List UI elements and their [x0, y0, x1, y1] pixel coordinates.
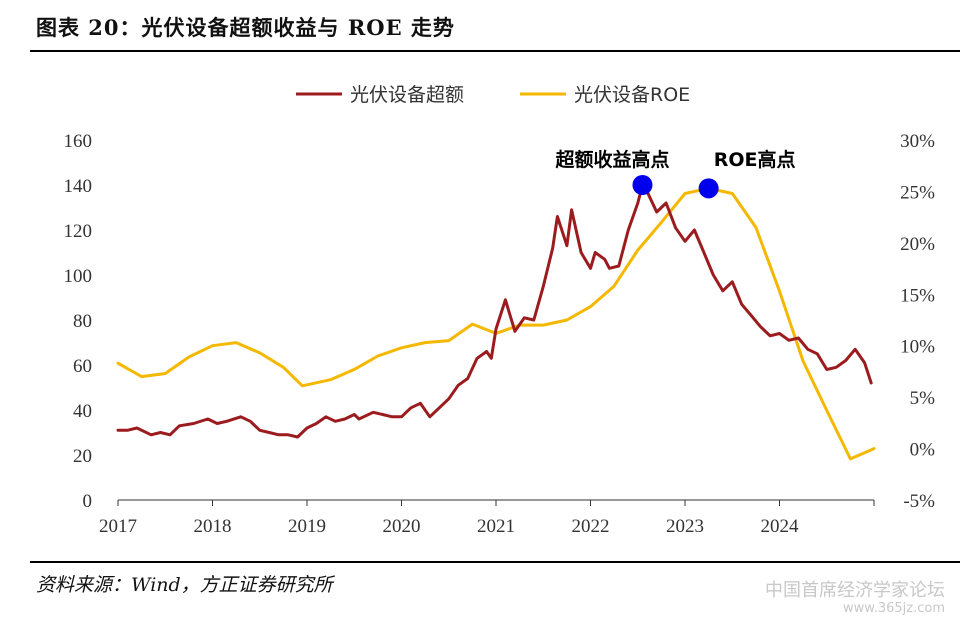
title-divider	[30, 50, 960, 52]
legend-label-roe: 光伏设备ROE	[574, 84, 690, 106]
roe-peak-label: ROE高点	[714, 148, 796, 171]
x-axis-ticks: 2017 2018 2019 2020 2021 2022 2023 2024	[99, 500, 875, 537]
series-layer	[116, 183, 876, 461]
left-y-tick-label: 120	[64, 221, 93, 242]
x-tick-label: 2018	[194, 516, 232, 537]
right-y-tick-label: 20%	[900, 234, 935, 255]
x-tick-label: 2017	[99, 516, 137, 537]
source-note: 资料来源：Wind，方正证券研究所	[36, 574, 333, 596]
right-y-tick-label: -5%	[903, 491, 935, 512]
excess-return-peak-label: 超额收益高点	[554, 148, 669, 171]
right-y-tick-label: 15%	[900, 285, 935, 306]
left-y-tick-label: 40	[73, 401, 92, 422]
left-y-tick-label: 100	[64, 266, 93, 287]
left-y-tick-label: 20	[73, 446, 92, 467]
legend-label-excess-return: 光伏设备超额	[350, 84, 464, 106]
roe-peak-marker	[698, 178, 719, 199]
left-y-tick-label: 60	[73, 356, 92, 377]
x-tick-label: 2020	[383, 516, 421, 537]
right-y-tick-label: 30%	[900, 131, 935, 152]
annotation-layer: 超额收益高点 ROE高点	[554, 148, 796, 199]
chart-legend: 光伏设备超额 光伏设备ROE	[296, 84, 690, 106]
watermark-text: 中国首席经济学家论坛	[765, 580, 945, 601]
left-y-tick-label: 80	[73, 311, 92, 332]
series-line-excess-return	[116, 183, 873, 439]
x-tick-label: 2021	[477, 516, 515, 537]
x-tick-label: 2023	[666, 516, 704, 537]
x-tick-label: 2019	[288, 516, 326, 537]
watermark: 中国首席经济学家论坛 www.365jz.com	[765, 582, 945, 618]
right-y-tick-label: 25%	[900, 182, 935, 203]
left-y-axis-ticks: 0 20 40 60 80 100 120 140 160	[64, 131, 93, 512]
excess-return-peak-marker	[632, 175, 653, 195]
x-tick-label: 2022	[572, 516, 610, 537]
footer-divider	[30, 561, 960, 563]
right-y-axis-ticks: -5% 0% 5% 10% 15% 20% 25% 30%	[900, 131, 935, 512]
x-tick-label: 2024	[761, 516, 800, 537]
right-y-tick-label: 5%	[910, 388, 936, 409]
left-y-tick-label: 0	[83, 491, 93, 512]
chart-title: 图表 20：光伏设备超额收益与 ROE 走势	[36, 15, 455, 40]
left-y-tick-label: 160	[64, 131, 93, 152]
chart-canvas: 2017 2018 2019 2020 2021 2022 2023 2024 0 20 40 60…	[64, 84, 936, 537]
watermark-url: www.365jz.com	[843, 601, 945, 616]
right-y-tick-label: 0%	[910, 440, 936, 461]
left-y-tick-label: 140	[64, 176, 93, 197]
right-y-tick-label: 10%	[900, 337, 935, 358]
